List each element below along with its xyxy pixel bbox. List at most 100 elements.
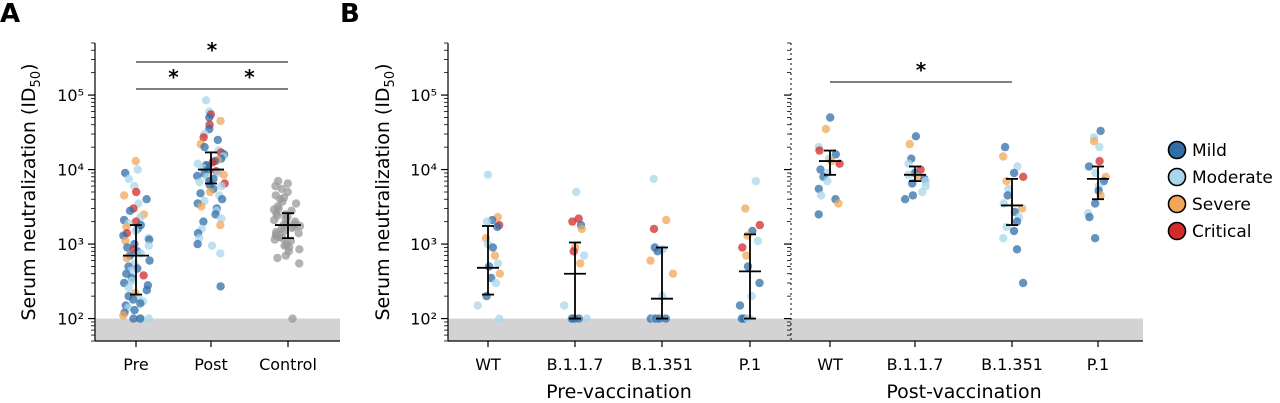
y-tick-label: 10⁵ xyxy=(410,86,437,105)
data-point xyxy=(821,124,831,134)
data-point xyxy=(918,187,927,197)
data-point xyxy=(197,202,206,211)
legend: Mild Moderate Severe Critical xyxy=(1167,140,1273,242)
x-tick-label: B.1.351 xyxy=(981,355,1043,374)
data-point xyxy=(1009,168,1019,178)
data-point xyxy=(142,286,151,295)
data-point xyxy=(270,215,279,225)
data-point xyxy=(1002,222,1011,232)
data-point xyxy=(291,199,301,208)
data-point xyxy=(129,295,138,304)
legend-marker xyxy=(1167,194,1187,214)
data-point xyxy=(1019,172,1028,181)
data-point xyxy=(651,314,660,323)
data-point xyxy=(195,177,204,187)
data-point xyxy=(1013,162,1022,171)
legend-label: Critical xyxy=(1192,222,1251,242)
data-point xyxy=(201,96,211,105)
data-point xyxy=(482,217,492,226)
data-point xyxy=(1085,212,1094,222)
data-point xyxy=(741,204,750,213)
data-point xyxy=(490,251,500,260)
significance-star: * xyxy=(207,38,218,62)
data-point xyxy=(738,243,747,252)
significance-star: * xyxy=(916,58,927,82)
data-point xyxy=(193,239,202,249)
data-point xyxy=(649,224,659,234)
data-point xyxy=(133,165,142,174)
data-point xyxy=(127,276,136,286)
data-point xyxy=(742,251,751,260)
data-point xyxy=(216,116,225,126)
data-point xyxy=(216,220,225,230)
significance-star: * xyxy=(244,65,255,89)
data-point xyxy=(753,236,763,246)
data-point xyxy=(905,139,914,149)
data-point xyxy=(572,187,581,197)
data-point xyxy=(213,135,222,145)
data-point xyxy=(577,224,586,234)
data-point xyxy=(129,314,138,323)
data-point xyxy=(900,195,910,204)
legend-marker xyxy=(1167,221,1187,241)
data-point xyxy=(1084,162,1094,171)
group-labels-b: Pre-vaccination Post-vaccination xyxy=(546,381,1041,403)
data-point xyxy=(662,215,671,225)
data-point xyxy=(200,142,209,152)
data-point xyxy=(484,262,494,271)
threshold-band-b xyxy=(448,318,1143,341)
y-tick-label: 10³ xyxy=(57,235,84,254)
data-point xyxy=(288,314,297,323)
panel-a-letter: A xyxy=(0,0,20,29)
x-tick-label: WT xyxy=(475,355,501,374)
data-point xyxy=(1004,184,1013,194)
data-point xyxy=(217,181,226,191)
y-tick-label: 10² xyxy=(57,310,84,329)
data-point xyxy=(142,195,151,204)
data-point xyxy=(1017,204,1027,213)
data-point xyxy=(135,314,145,323)
data-point xyxy=(653,247,662,256)
data-point xyxy=(1089,137,1099,146)
y-ticks-divider xyxy=(784,42,791,342)
panel-b: 10² 10³ 10⁴ 10⁵ Serum neutralization (ID50)… xyxy=(372,42,1143,403)
x-tick-label: Pre xyxy=(123,355,148,374)
data-point xyxy=(1090,234,1100,243)
y-tick-label: 10⁴ xyxy=(57,161,84,180)
summary-b xyxy=(477,149,1109,320)
panel-b-letter: B xyxy=(340,0,360,29)
data-point xyxy=(130,305,139,315)
data-point xyxy=(1018,278,1028,288)
x-tick-label: Post xyxy=(194,355,227,374)
y-tick-label: 10⁴ xyxy=(410,161,437,180)
group-label: Pre-vaccination xyxy=(546,381,692,403)
x-tick-label: P.1 xyxy=(1087,355,1109,374)
data-point xyxy=(488,243,498,252)
data-point xyxy=(747,291,756,301)
data-point xyxy=(493,222,502,232)
data-point xyxy=(294,229,303,238)
x-tick-label: WT xyxy=(817,355,843,374)
data-point xyxy=(295,245,304,254)
legend-marker xyxy=(1167,140,1187,160)
data-point xyxy=(755,220,764,230)
legend-label: Severe xyxy=(1192,195,1251,215)
data-point xyxy=(196,189,205,198)
data-point xyxy=(283,179,292,188)
x-ticks-a: Pre Post Control xyxy=(123,341,317,374)
data-point xyxy=(649,174,658,184)
data-point xyxy=(743,262,753,271)
data-point xyxy=(815,146,824,155)
data-point xyxy=(646,256,655,265)
data-point xyxy=(491,278,501,288)
data-point xyxy=(831,150,840,159)
y-tick-label: 10² xyxy=(410,310,437,329)
data-point xyxy=(124,283,133,292)
y-tick-label: 10³ xyxy=(410,235,437,254)
panel-a: 10² 10³ 10⁴ 10⁵ Serum neutralization (ID50)… xyxy=(18,38,340,374)
data-point xyxy=(999,152,1008,161)
data-point xyxy=(495,269,504,278)
data-point xyxy=(1091,199,1100,208)
data-point xyxy=(1003,191,1012,200)
